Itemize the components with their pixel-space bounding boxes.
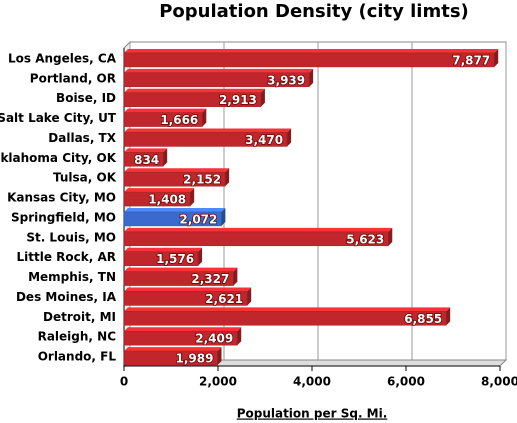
y-tick-label: Oklahoma City, OK <box>0 151 117 165</box>
bar-side <box>225 168 230 187</box>
value-label: 5,623 <box>346 232 384 246</box>
value-label: 2,072 <box>179 212 217 226</box>
bar <box>123 251 199 266</box>
y-tick-label: Portland, OR <box>30 71 116 85</box>
y-tick-label: St. Louis, MO <box>26 230 116 244</box>
bar-side <box>221 207 226 226</box>
y-tick-label: Tulsa, OK <box>53 171 117 185</box>
y-tick-label: Des Moines, IA <box>16 290 117 304</box>
bar-side <box>237 327 242 346</box>
y-tick-label: Detroit, MI <box>43 310 116 324</box>
y-tick-label: Raleigh, NC <box>38 330 117 344</box>
x-tick-label: 2,000 <box>199 375 237 389</box>
bar-top <box>124 287 252 292</box>
x-tick-label: 4,000 <box>293 375 331 389</box>
value-label: 1,408 <box>148 193 186 207</box>
bar <box>123 112 203 127</box>
bar-top <box>124 267 238 272</box>
value-label: 7,877 <box>452 53 490 67</box>
y-tick-label: Orlando, FL <box>38 350 117 364</box>
bar-side <box>446 307 451 326</box>
y-tick-label: Dallas, TX <box>48 131 116 145</box>
x-axis-title: Population per Sq. Mi. <box>237 407 388 421</box>
bar-top <box>124 108 207 113</box>
value-label: 1,666 <box>160 113 198 127</box>
y-tick-label: Springfield, MO <box>11 210 116 224</box>
value-label: 1,989 <box>176 352 214 366</box>
value-label: 2,621 <box>205 292 243 306</box>
bar-side <box>388 227 393 246</box>
y-tick-label: Kansas City, MO <box>7 191 116 205</box>
bar-top <box>124 148 168 153</box>
bar <box>123 231 389 247</box>
bar-top <box>124 307 451 312</box>
bar-side <box>202 108 207 127</box>
bar-top <box>124 347 222 352</box>
chart-title: Population Density (city limts) <box>159 1 469 22</box>
value-label: 2,327 <box>191 272 229 286</box>
value-label: 2,152 <box>183 173 221 187</box>
value-label: 834 <box>134 153 159 167</box>
bar-top <box>124 188 195 193</box>
bar <box>123 211 222 227</box>
bar-side <box>198 247 203 266</box>
value-label: 3,470 <box>245 133 283 147</box>
bar-top <box>124 48 499 53</box>
bar-side <box>494 48 499 67</box>
bar-top <box>124 168 230 173</box>
bar-side <box>163 148 168 167</box>
y-tick-label: Salt Lake City, UT <box>0 111 117 125</box>
x-tick-label: 8,000 <box>481 375 517 389</box>
bar-top <box>124 207 226 212</box>
bar <box>123 72 310 88</box>
bar <box>123 92 262 107</box>
value-label: 3,939 <box>267 73 305 87</box>
value-label: 2,409 <box>195 332 233 346</box>
bar-top <box>124 227 393 232</box>
bar-side <box>287 128 292 147</box>
bar <box>123 152 164 167</box>
bar-top <box>124 247 203 252</box>
bar-top <box>124 68 314 73</box>
bar-side <box>233 267 238 286</box>
bar <box>123 330 238 346</box>
y-tick-label: Little Rock, AR <box>16 250 116 264</box>
bar-top <box>124 327 242 332</box>
bar-top <box>124 128 292 133</box>
y-tick-label: Los Angeles, CA <box>8 51 117 65</box>
bar <box>123 291 248 306</box>
bar-side <box>260 88 265 107</box>
value-label: 6,855 <box>404 312 442 326</box>
bar-side <box>217 347 222 366</box>
bar <box>123 52 495 68</box>
x-tick-label: 0 <box>120 375 128 389</box>
value-label: 1,576 <box>156 252 194 266</box>
bar <box>123 350 218 366</box>
bar <box>123 191 191 207</box>
x-tick-label: 6,000 <box>387 375 425 389</box>
bar-side <box>247 287 252 306</box>
bar <box>123 271 234 286</box>
bar-side <box>190 188 195 207</box>
bar-side <box>309 68 314 87</box>
bar <box>123 311 447 326</box>
bar <box>123 171 226 187</box>
y-tick-label: Memphis, TN <box>28 270 116 284</box>
value-label: 2,913 <box>219 93 257 107</box>
y-tick-label: Boise, ID <box>56 91 116 105</box>
bar <box>123 132 288 147</box>
bar-top <box>124 88 265 93</box>
